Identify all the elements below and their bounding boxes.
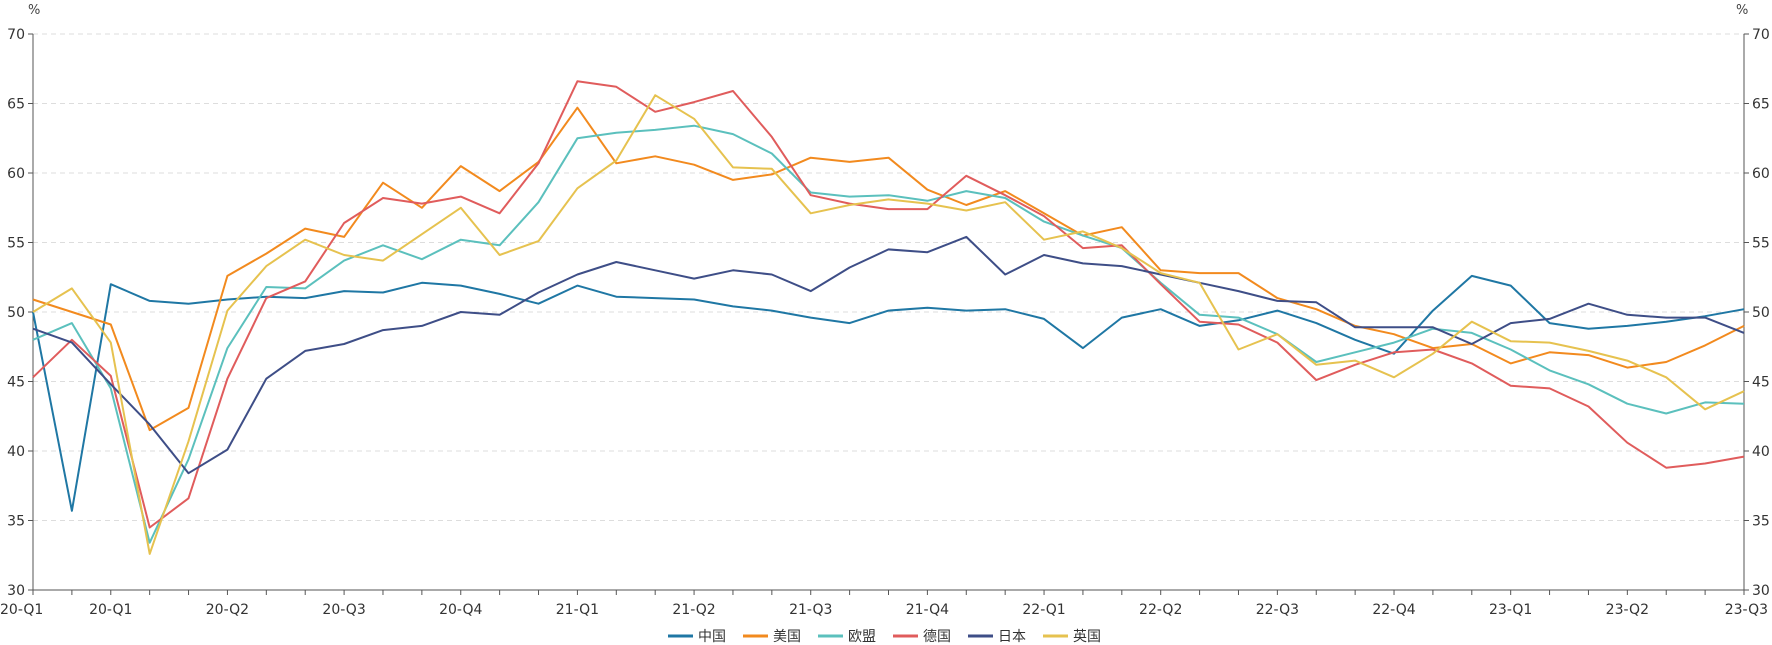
left-y-tick-label: 60 — [7, 166, 25, 182]
legend-item-6[interactable]: 英国 — [1043, 628, 1101, 645]
legend-item-3[interactable]: 欧盟 — [818, 629, 876, 645]
left-y-tick-label: 65 — [7, 97, 25, 113]
series-line-4 — [32, 80, 1745, 529]
legend-label: 欧盟 — [848, 629, 876, 645]
right-y-tick-label: 65 — [1752, 97, 1770, 113]
legend-item-2[interactable]: 美国 — [743, 629, 801, 645]
series-line-6 — [32, 94, 1745, 555]
series-line-1 — [32, 274, 1745, 512]
series-line-2 — [32, 106, 1745, 432]
x-tick-labels: 20-Q1 20-Q1 20-Q2 20-Q3 20-Q4 21-Q1 21-Q2 21-Q3… — [0, 590, 1768, 618]
right-y-tick-label: 35 — [1752, 514, 1770, 530]
right-y-tick-label: 45 — [1752, 375, 1770, 391]
x-tick-label: 20-Q2 — [206, 602, 249, 618]
legend-label: 中国 — [698, 629, 726, 645]
x-tick-label: 20-Q1 — [89, 602, 132, 618]
series-line-3 — [32, 124, 1745, 544]
right-y-tick-label: 60 — [1752, 166, 1770, 182]
x-tick-label: 21-Q2 — [672, 602, 715, 618]
legend-item-1[interactable]: 中国 — [668, 629, 726, 645]
x-tick-label: 20-Q3 — [322, 602, 365, 618]
right-y-tick-label: 70 — [1752, 27, 1770, 43]
x-tick-label: 20-Q4 — [439, 602, 482, 618]
legend-label: 日本 — [998, 629, 1026, 645]
x-tick-label: 20-Q1 — [0, 602, 43, 618]
y-tick-labels: 30 30 35 35 40 40 45 45 50 50 55 55 60 60 65 65 70 70 — [7, 27, 1770, 599]
legend-label: 德国 — [923, 629, 951, 645]
left-y-tick-label: 40 — [7, 444, 25, 460]
left-y-tick-label: 70 — [7, 27, 25, 43]
legend-item-5[interactable]: 日本 — [968, 629, 1026, 645]
right-y-tick-label: 55 — [1752, 236, 1770, 252]
right-axis-unit: % — [1736, 3, 1748, 18]
legend-label: 英国 — [1073, 628, 1101, 645]
x-tick-label: 23-Q3 — [1725, 602, 1768, 618]
x-tick-label: 22-Q2 — [1139, 602, 1182, 618]
x-tick-label: 22-Q3 — [1256, 602, 1299, 618]
right-y-tick-label: 30 — [1752, 583, 1770, 599]
left-y-tick-label: 45 — [7, 375, 25, 391]
legend-label: 美国 — [773, 629, 801, 645]
x-tick-label: 21-Q3 — [789, 602, 832, 618]
left-axis-unit: % — [28, 3, 40, 18]
legend-item-4[interactable]: 德国 — [893, 629, 951, 645]
x-tick-label: 22-Q4 — [1372, 602, 1415, 618]
x-tick-label: 23-Q2 — [1606, 602, 1649, 618]
series-lines — [32, 80, 1745, 555]
x-tick-label: 22-Q1 — [1022, 602, 1065, 618]
right-y-tick-label: 40 — [1752, 444, 1770, 460]
series-line-5 — [32, 235, 1745, 475]
gridlines — [33, 33, 1744, 521]
x-tick-label: 21-Q1 — [556, 602, 599, 618]
x-tick-label: 23-Q1 — [1489, 602, 1532, 618]
left-y-tick-label: 50 — [7, 305, 25, 321]
left-y-tick-label: 35 — [7, 514, 25, 530]
left-y-tick-label: 30 — [7, 583, 25, 599]
legend[interactable]: 中国 美国 欧盟 德国 日本 英国 — [668, 628, 1101, 645]
x-tick-label: 21-Q4 — [906, 602, 949, 618]
right-y-tick-label: 50 — [1752, 305, 1770, 321]
left-y-tick-label: 55 — [7, 236, 25, 252]
